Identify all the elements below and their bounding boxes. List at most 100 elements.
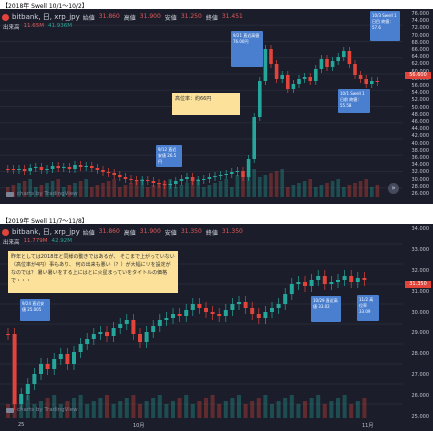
candle [250,308,255,314]
candle [162,184,167,185]
low-value: 31.350 [180,227,202,235]
candle [72,352,76,364]
chart1-panel[interactable]: bitbank, 日, xrp_jpy 始値 31.860 高値 31.900 安値… [0,9,433,204]
candle [190,304,195,310]
chart1-watermark: charts by TradingView [6,191,78,197]
candle [202,187,206,197]
watermark-text: charts by TradingView [17,191,78,197]
y-tick: 30.000 [411,309,430,316]
candle [258,81,262,117]
chart2-candles[interactable] [0,224,433,431]
scroll-right-icon[interactable]: » [388,183,399,194]
candle [39,167,44,170]
candle [237,395,241,418]
candle [336,57,340,61]
chart1-y-axis[interactable]: 76.000 74.000 72.000 70.000 68.000 66.000 64.0… [403,9,433,204]
chart2-title: bitbank, 日, xrp_jpy [12,228,80,236]
note-swell-day1: 10/3 Swell 1日目 終値：57.6 [370,11,400,41]
candle [112,173,116,175]
candle [364,179,368,197]
candle [17,183,21,197]
candle [243,302,248,308]
candle [297,79,301,84]
candle [263,395,268,418]
candle [58,354,63,359]
watermark-text: charts by TradingView [17,407,78,413]
candle [129,183,133,197]
candle [303,282,307,286]
candle [342,276,347,280]
candle [329,282,334,284]
candle [283,398,288,418]
candle [297,183,301,197]
candle [235,171,240,172]
y-tick: 32.000 [411,169,430,176]
candle [286,75,290,89]
close-label: 終値 [205,14,218,22]
candle [140,180,144,181]
candle [174,187,178,197]
candle [322,276,327,284]
candle [6,169,10,170]
candle [362,398,367,418]
symbol-icon [2,228,9,236]
candle [138,334,142,342]
candle [118,401,123,418]
y-tick: 27.000 [411,372,430,379]
candle [84,166,88,167]
candle [111,328,116,336]
x-tick-nov: 11月 [362,423,374,429]
volume-value-a: 11.65M [23,23,45,29]
chart2-y-axis[interactable]: 34.000 33.000 32.000 31.000 30.000 29.000 28.0… [403,224,433,424]
y-tick: 25.000 [411,414,430,420]
candle [111,404,116,418]
candle [179,185,184,197]
chart2-header: bitbank, 日, xrp_jpy 始値 31.860 高値 31.900 安値… [2,227,243,237]
high-label: 高値 [123,14,136,22]
candle [151,326,156,332]
candle [197,304,202,308]
candle [235,175,240,197]
y-tick: 46.000 [411,119,430,125]
candle [353,64,357,75]
y-tick: 56.000 [411,83,430,89]
candle [230,172,234,174]
chart2-panel[interactable]: bitbank, 日, xrp_jpy 始値 31.860 高値 31.900 安値… [0,224,433,431]
y-tick: 62.000 [411,61,430,68]
candle [314,187,318,197]
candle [218,175,223,176]
candle [34,167,38,168]
candle [25,384,30,394]
note-swell-prev: 10/1 Swell 1日前 終値：55.58 [338,89,370,113]
candle [237,302,241,304]
candle [256,398,261,418]
candle [151,185,156,197]
candle [296,282,301,284]
candle [325,59,329,67]
candle [146,180,150,181]
candle [286,187,290,197]
candle [39,401,43,418]
y-tick: 48.000 [411,111,430,118]
candle [174,181,178,184]
candle [362,278,367,280]
chart1-caption: 【2018年 Swell 10/1～10/2】 [2,3,88,10]
candle [355,278,360,282]
y-tick: 38.000 [411,147,430,154]
candle [210,395,215,418]
note-high-1102: 11/2 高位率 33.09 [357,295,379,321]
volume-value-b: 42.92M [51,238,73,244]
candle [84,179,88,197]
candle [162,181,167,197]
candle [95,185,100,197]
candle [34,187,38,197]
chart1-candles[interactable] [0,9,433,204]
candle [319,59,324,69]
candle [210,312,215,314]
candle [283,294,288,304]
candle [45,398,50,418]
candle [6,334,10,335]
candle [336,280,340,282]
candle [230,398,235,418]
candle [85,404,90,418]
